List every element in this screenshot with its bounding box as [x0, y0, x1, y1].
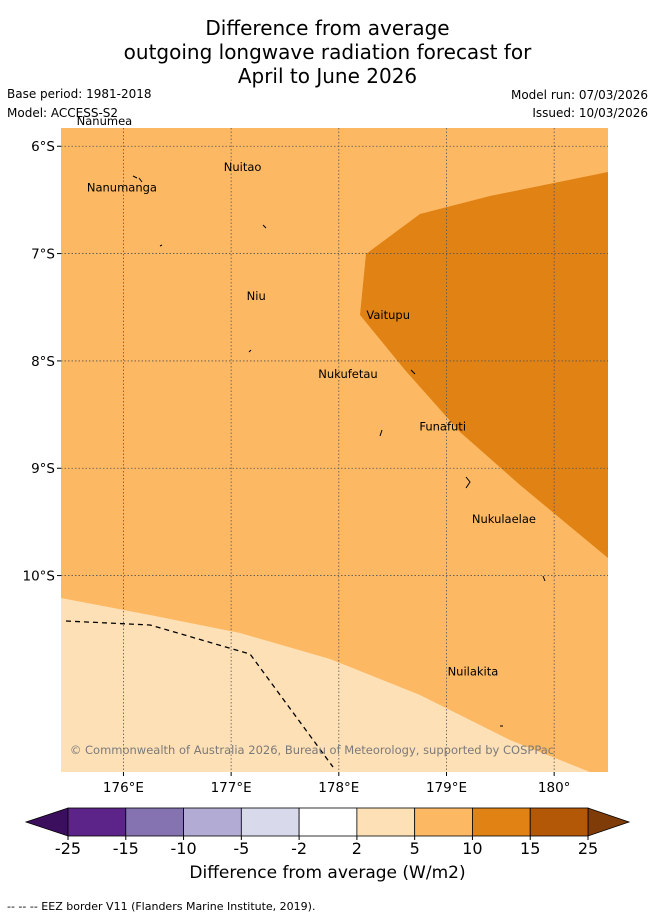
- graticule: [61, 128, 608, 772]
- colorbar: -25 -15 -10 -5 -2 2 5 10 15 25: [24, 807, 631, 858]
- colorbar-tick-label: 10: [462, 839, 482, 858]
- model-run: Model run: 07/03/2026: [510, 88, 648, 102]
- title-line-3: April to June 2026: [237, 64, 418, 88]
- title-line-2: outgoing longwave radiation forecast for: [123, 40, 532, 64]
- lat-tick-label: 9°S: [31, 461, 55, 477]
- title-line-1: Difference from average: [205, 16, 450, 40]
- place-label: Nuilakita: [448, 664, 499, 678]
- colorbar-tick-label: -15: [113, 839, 139, 858]
- anomaly-field-2-5: [61, 598, 590, 772]
- colorbar-over-extension: [587, 807, 631, 837]
- colorbar-tick-label: 5: [410, 839, 420, 858]
- lon-tick-label: 176°E: [103, 780, 144, 796]
- colorbar-segment: [472, 807, 531, 837]
- chart-title: Difference from average outgoing longwav…: [0, 16, 655, 88]
- place-label: Nukufetau: [318, 367, 377, 381]
- colorbar-tick-label: 15: [520, 839, 540, 858]
- lat-tick-label: 6°S: [31, 139, 55, 155]
- copyright-notice: © Commonwealth of Australia 2026, Bureau…: [70, 743, 554, 757]
- place-label: Funafuti: [419, 420, 466, 434]
- lon-tick-label: 180°: [538, 780, 571, 796]
- colorbar-segment: [240, 807, 300, 837]
- lat-tick-label: 10°S: [23, 569, 56, 585]
- colorbar-tick-label: -25: [55, 839, 81, 858]
- latitude-ticks: 6°S 7°S 8°S 9°S 10°S: [23, 139, 61, 585]
- lat-tick-label: 8°S: [31, 354, 55, 370]
- place-label: Nuitao: [224, 160, 262, 174]
- eez-border: [65, 620, 334, 768]
- place-labels: Nanumea Nuitao Nanumanga Niu Vaitupu Nukufeta…: [77, 114, 536, 679]
- colorbar-label: Difference from average (W/m2): [189, 863, 466, 883]
- colorbar-segment: [183, 807, 242, 837]
- colorbar-segment: [125, 807, 184, 837]
- eez-footnote: -- -- -- EEZ border V11 (Flanders Marine…: [7, 900, 316, 913]
- lat-tick-label: 7°S: [31, 247, 55, 263]
- issued-date: Issued: 10/03/2026: [532, 106, 648, 120]
- place-label: Nanumea: [77, 114, 133, 128]
- colorbar-segment: [67, 807, 127, 837]
- colorbar-segment: [356, 807, 416, 837]
- colorbar-tick-label: -10: [170, 839, 196, 858]
- lon-tick-label: 179°E: [426, 780, 467, 796]
- colorbar-segment: [414, 807, 473, 837]
- place-label: Nanumanga: [87, 180, 157, 194]
- model-name: Model: ACCESS-S2: [7, 106, 119, 120]
- anomaly-field-10-15: [360, 172, 608, 558]
- place-label: Vaitupu: [366, 308, 410, 322]
- longitude-ticks: 176°E 177°E 178°E 179°E 180°: [103, 772, 571, 796]
- colorbar-tick-label: 2: [352, 839, 362, 858]
- colorbar-tick-label: -2: [291, 839, 307, 858]
- base-period: Base period: 1981-2018: [7, 87, 152, 101]
- colorbar-under-extension: [24, 807, 69, 837]
- colorbar-segment: [529, 807, 589, 837]
- colorbar-tick-label: -5: [233, 839, 249, 858]
- lon-tick-label: 178°E: [318, 780, 359, 796]
- place-label: Niu: [247, 289, 266, 303]
- island-outlines: [132, 175, 546, 727]
- lon-tick-label: 177°E: [211, 780, 252, 796]
- colorbar-tick-label: 25: [578, 839, 598, 858]
- place-label: Nukulaelae: [472, 512, 536, 526]
- colorbar-segment: [298, 807, 358, 837]
